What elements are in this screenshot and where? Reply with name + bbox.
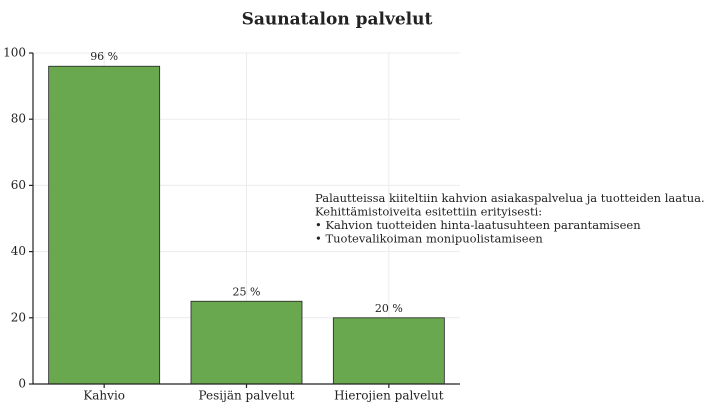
x-tick-label: Pesijän palvelut — [199, 389, 295, 403]
value-label: 25 % — [233, 285, 261, 298]
chart-title: Saunatalon palvelut — [242, 10, 433, 30]
bar — [190, 300, 303, 385]
y-tick-label: 40 — [11, 244, 26, 258]
y-tick-label: 0 — [18, 377, 26, 391]
x-tick-label: Kahvio — [83, 389, 125, 403]
y-tick-label: 20 — [11, 310, 26, 324]
y-tick-label: 80 — [11, 112, 26, 126]
annotation: • Tuotevalikoiman monipuolistamiseen — [315, 232, 543, 246]
bar — [332, 317, 445, 385]
y-tick-label: 100 — [3, 46, 26, 60]
annotation: • Kahvion tuotteiden hinta-laatusuhteen … — [315, 218, 641, 232]
annotation: Kehittämistoiveita esitettiin erityisest… — [315, 205, 542, 219]
y-tick-label: 60 — [11, 178, 26, 192]
x-tick-label: Hierojien palvelut — [334, 389, 444, 403]
value-label: 20 % — [375, 302, 403, 315]
value-label: 96 % — [90, 50, 118, 63]
bar — [48, 65, 161, 385]
annotation: Palautteissa kiiteltiin kahvion asiakasp… — [315, 191, 705, 205]
